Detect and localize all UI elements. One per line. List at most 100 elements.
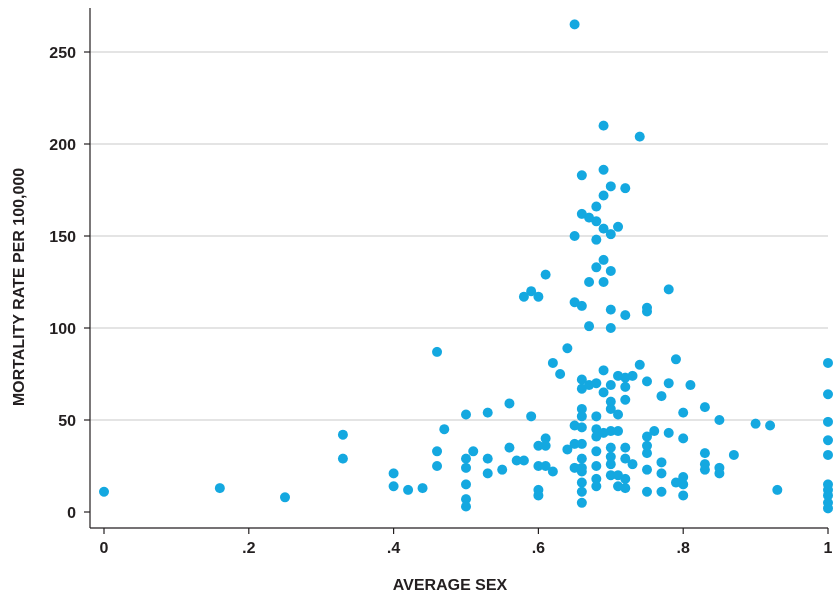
data-point — [613, 221, 624, 232]
data-point — [526, 411, 537, 422]
data-point — [591, 378, 602, 389]
data-point — [576, 170, 587, 181]
y-axis-title: MORTALITY RATE PER 100,000 — [11, 168, 28, 406]
data-point — [678, 479, 689, 490]
data-point — [642, 464, 652, 475]
data-point — [670, 354, 681, 365]
y-axis: 0 50 100 150 200 250 — [49, 8, 91, 528]
data-point — [461, 453, 471, 464]
data-point — [642, 431, 652, 442]
gridlines — [90, 51, 828, 421]
data-point — [656, 391, 667, 402]
data-point — [605, 442, 616, 453]
data-point — [547, 466, 558, 477]
data-point — [99, 486, 109, 497]
data-point — [461, 501, 471, 512]
data-point — [547, 357, 558, 368]
data-point — [533, 440, 544, 451]
data-point — [591, 446, 602, 457]
y-tick-label: 100 — [49, 321, 76, 338]
data-point — [605, 265, 616, 276]
data-point — [678, 407, 689, 418]
data-point — [605, 323, 616, 333]
data-point — [576, 453, 587, 464]
data-point — [562, 444, 573, 455]
data-point — [461, 409, 471, 420]
data-point — [642, 486, 652, 497]
data-point — [605, 229, 616, 240]
data-points — [99, 19, 833, 514]
data-point — [280, 492, 290, 503]
data-point — [591, 216, 602, 227]
data-point — [627, 459, 638, 470]
data-point — [823, 389, 833, 400]
data-point — [598, 190, 609, 201]
data-point — [432, 461, 443, 471]
data-point — [417, 483, 428, 494]
data-point — [598, 387, 609, 398]
x-axis-title: AVERAGE SEX — [393, 577, 508, 594]
data-point — [432, 346, 443, 357]
data-point — [576, 403, 587, 414]
data-point — [728, 449, 739, 460]
x-tick-label: 1 — [824, 540, 833, 557]
data-point — [540, 269, 551, 280]
data-point — [823, 503, 833, 514]
data-point — [620, 442, 631, 453]
data-point — [591, 201, 602, 212]
y-tick-label: 250 — [49, 45, 76, 62]
data-point — [591, 262, 602, 273]
data-point — [678, 433, 689, 444]
data-point — [620, 483, 631, 494]
data-point — [620, 473, 631, 484]
x-axis: 0 .2 .4 .6 .8 1 — [90, 527, 833, 557]
data-point — [678, 472, 689, 483]
x-tick-label: .4 — [387, 540, 400, 557]
data-point — [634, 131, 645, 142]
y-tick-label: 50 — [58, 413, 76, 430]
data-point — [598, 254, 609, 265]
data-point — [642, 440, 652, 451]
data-point — [714, 468, 725, 479]
data-point — [388, 468, 399, 479]
data-point — [337, 453, 348, 464]
data-point — [540, 433, 551, 444]
data-point — [685, 380, 696, 391]
data-point — [461, 462, 471, 473]
data-point — [765, 420, 776, 431]
data-point — [497, 464, 508, 475]
data-point — [576, 411, 587, 422]
data-point — [605, 396, 616, 407]
data-point — [620, 394, 631, 405]
data-point — [388, 481, 399, 492]
data-point — [605, 426, 616, 437]
data-point — [656, 486, 667, 497]
data-point — [569, 19, 580, 30]
data-point — [598, 120, 609, 131]
data-point — [562, 343, 573, 354]
data-point — [518, 291, 529, 302]
data-point — [823, 416, 833, 427]
data-point — [540, 440, 551, 451]
data-point — [432, 446, 443, 457]
data-point — [591, 411, 602, 422]
data-point — [576, 497, 587, 508]
data-point — [504, 398, 515, 409]
data-point — [555, 369, 566, 379]
data-point — [511, 455, 522, 466]
data-point — [656, 457, 667, 468]
data-point — [605, 459, 616, 470]
data-point — [533, 461, 544, 471]
data-point — [714, 415, 725, 425]
data-point — [526, 286, 537, 297]
data-point — [591, 481, 602, 492]
data-point — [482, 453, 493, 464]
data-point — [591, 234, 602, 245]
x-tick-label: .2 — [242, 540, 255, 557]
data-point — [627, 370, 638, 381]
data-point — [613, 426, 624, 437]
data-point — [598, 365, 609, 376]
data-point — [699, 464, 710, 475]
data-point — [699, 402, 710, 413]
